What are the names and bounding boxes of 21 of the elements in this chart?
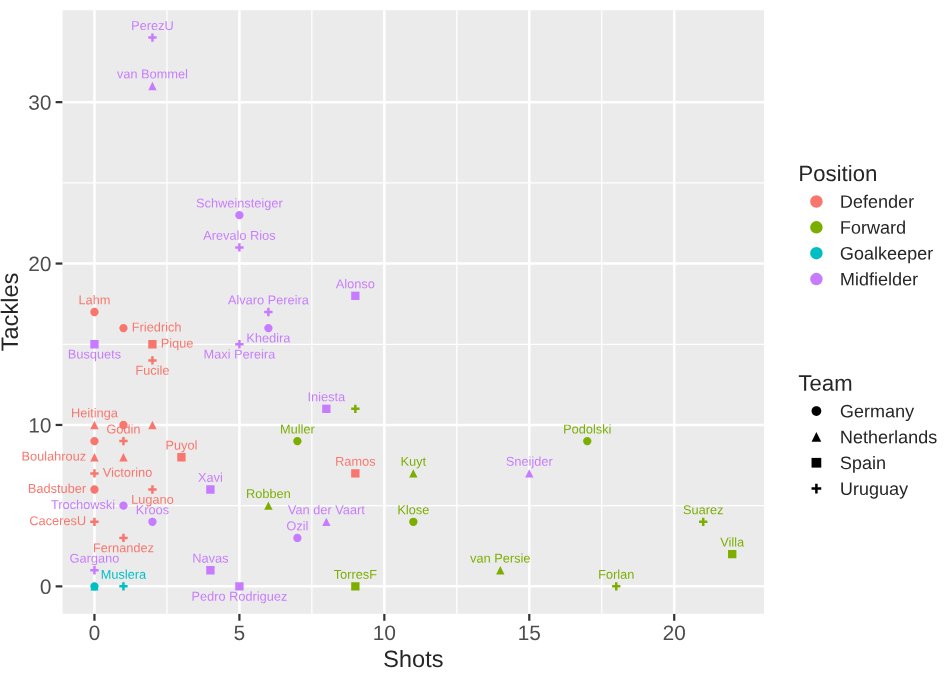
x-tick-label: 15 xyxy=(519,625,540,641)
text: Germany xyxy=(840,404,915,422)
legend-label: Goalkeeper xyxy=(840,246,933,264)
text: Team xyxy=(798,375,852,391)
x-tick-label: 5 xyxy=(234,625,245,641)
y-tick-label: 30 xyxy=(29,95,51,110)
y-tick-label: 0 xyxy=(40,579,51,595)
legend-label: Defender xyxy=(841,194,914,208)
text: Uruguay xyxy=(841,482,909,499)
y-tick-label: 10 xyxy=(29,417,51,433)
legend-label: Midfielder xyxy=(841,272,918,286)
legend-title: Position xyxy=(800,164,876,182)
x-tick-label: 10 xyxy=(374,625,396,641)
y-axis-title: Tackles xyxy=(0,273,19,351)
x-tick-label: 20 xyxy=(663,625,685,641)
text: Spain xyxy=(840,455,885,473)
legend-label: Forward xyxy=(841,220,905,234)
x-axis-title: Shots xyxy=(384,649,443,668)
y-tick-label: 20 xyxy=(29,256,51,272)
x-tick-label: 0 xyxy=(89,625,100,641)
text: Netherlands xyxy=(841,430,937,444)
